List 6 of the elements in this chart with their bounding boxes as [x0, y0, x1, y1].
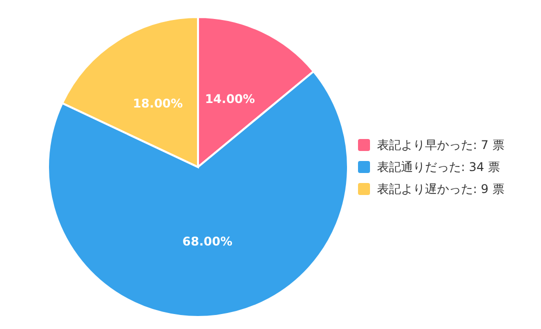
legend-label: 表記より早かった: 7 票	[377, 138, 504, 152]
data-label: 18.00%	[132, 96, 183, 111]
data-label: 14.00%	[204, 92, 255, 106]
legend-label: 表記通りだった: 34 票	[377, 160, 500, 174]
legend-label: 表記より遅かった: 9 票	[377, 182, 504, 196]
data-label: 68.00%	[182, 234, 232, 248]
